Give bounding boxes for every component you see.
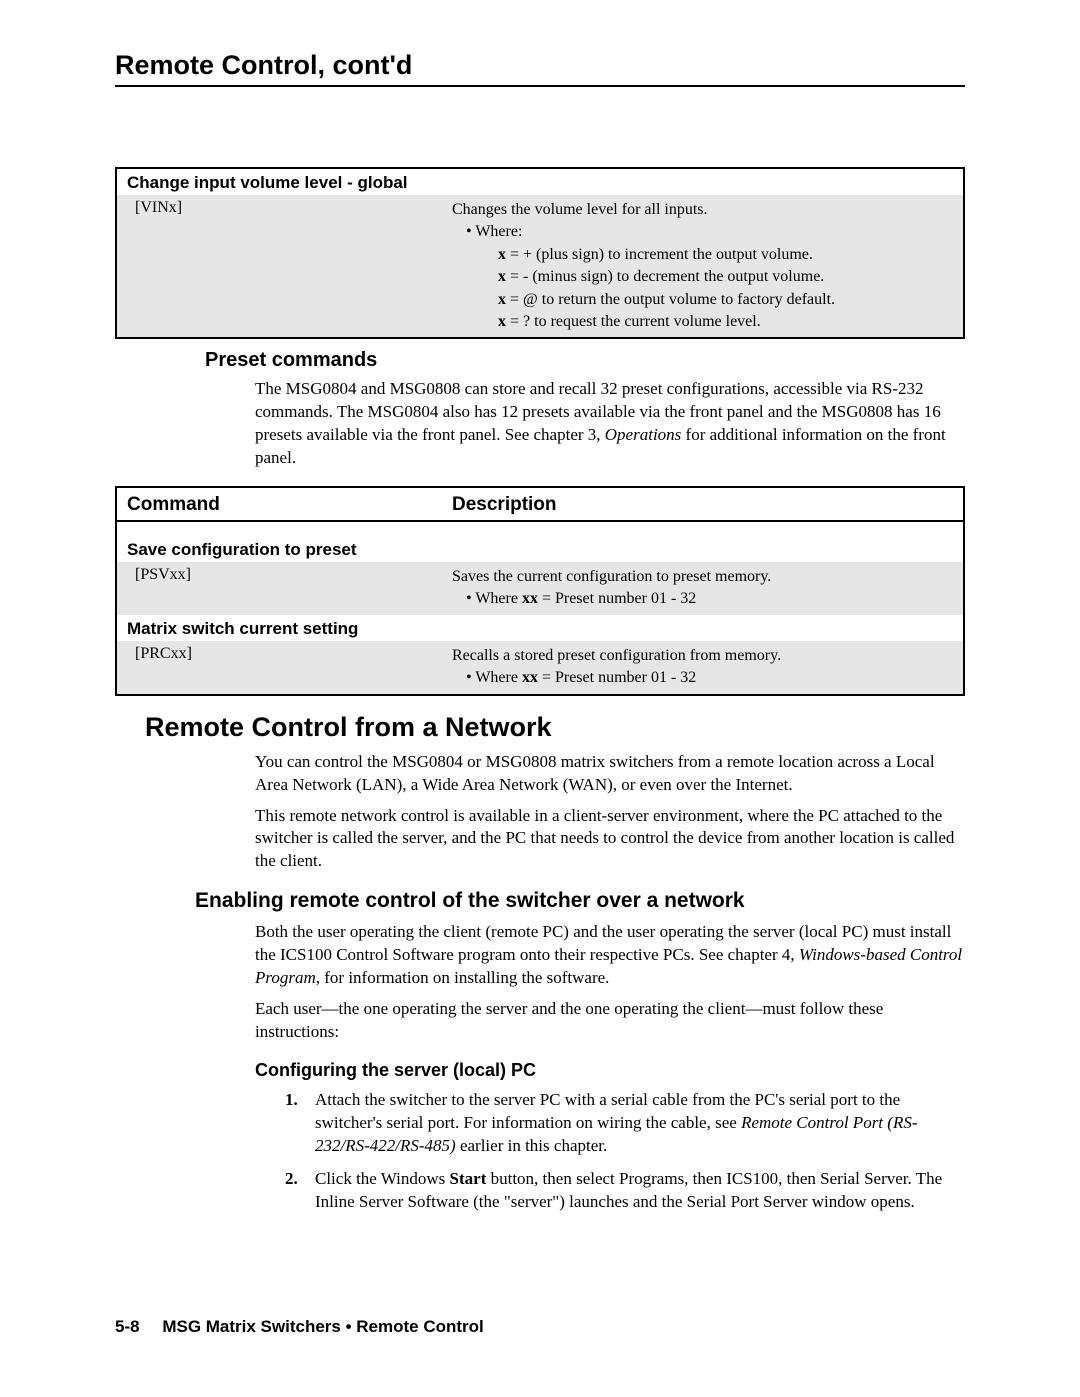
config-list: 1. Attach the switcher to the server PC … — [285, 1089, 965, 1214]
enabling-heading: Enabling remote control of the switcher … — [195, 889, 965, 913]
volume-section-header: Change input volume level - global — [117, 169, 963, 195]
enabling-p2: Each user—the one operating the server a… — [255, 998, 965, 1044]
save-config-row: [PSVxx] Saves the current configuration … — [117, 562, 963, 615]
volume-line-0: x x = + (plus sign) to increment the out… — [452, 244, 953, 266]
page-header: Remote Control, cont'd — [115, 50, 965, 87]
matrix-switch-desc: Recalls a stored preset configuration fr… — [452, 645, 953, 690]
col-description: Description — [452, 494, 953, 516]
preset-heading: Preset commands — [205, 349, 965, 372]
preset-table-header: Command Description — [117, 488, 963, 522]
preset-table: Command Description Save configuration t… — [115, 486, 965, 696]
config-item-1: 1. Attach the switcher to the server PC … — [285, 1089, 965, 1158]
content: Change input volume level - global [VINx… — [115, 167, 965, 1214]
volume-line-1: x = - (minus sign) to decrement the outp… — [452, 266, 953, 288]
col-command: Command — [127, 494, 452, 516]
volume-desc-main: Changes the volume level for all inputs. — [452, 199, 953, 221]
volume-table: Change input volume level - global [VINx… — [115, 167, 965, 339]
volume-cmd: [VINx] — [127, 199, 452, 333]
volume-desc: Changes the volume level for all inputs.… — [452, 199, 953, 333]
footer-pagenum: 5-8 — [115, 1317, 140, 1336]
volume-line-2: x = @ to return the output volume to fac… — [452, 289, 953, 311]
save-config-cmd: [PSVxx] — [127, 566, 452, 611]
volume-line-3: x = ? to request the current volume leve… — [452, 311, 953, 333]
network-p1: You can control the MSG0804 or MSG0808 m… — [255, 751, 965, 797]
save-config-desc: Saves the current configuration to prese… — [452, 566, 953, 611]
save-config-header: Save configuration to preset — [117, 536, 963, 562]
page-footer: 5-8 MSG Matrix Switchers • Remote Contro… — [115, 1317, 484, 1337]
config-heading: Configuring the server (local) PC — [255, 1060, 965, 1081]
enabling-p1: Both the user operating the client (remo… — [255, 921, 965, 990]
network-heading: Remote Control from a Network — [145, 712, 965, 743]
matrix-switch-cmd: [PRCxx] — [127, 645, 452, 690]
footer-text: MSG Matrix Switchers • Remote Control — [162, 1317, 483, 1336]
config-item-2: 2. Click the Windows Start button, then … — [285, 1168, 965, 1214]
volume-row: [VINx] Changes the volume level for all … — [117, 195, 963, 337]
matrix-switch-row: [PRCxx] Recalls a stored preset configur… — [117, 641, 963, 694]
volume-where: • Where: — [452, 221, 953, 243]
network-p2: This remote network control is available… — [255, 805, 965, 874]
matrix-switch-header: Matrix switch current setting — [117, 615, 963, 641]
preset-para: The MSG0804 and MSG0808 can store and re… — [255, 378, 965, 470]
